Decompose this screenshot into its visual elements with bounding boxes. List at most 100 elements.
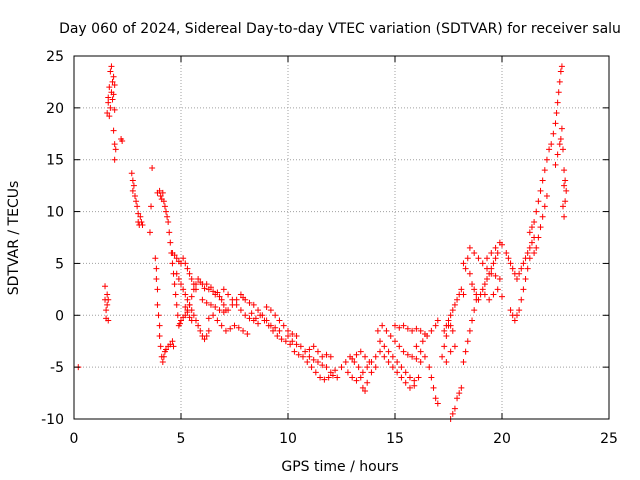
data-point	[227, 325, 234, 332]
data-point	[111, 141, 118, 148]
data-point	[255, 307, 262, 314]
data-point	[278, 336, 285, 343]
data-point	[302, 348, 309, 355]
data-point	[229, 296, 236, 303]
data-point	[107, 68, 114, 75]
data-point	[160, 353, 167, 360]
data-point	[428, 327, 435, 334]
data-point	[210, 288, 217, 295]
data-point	[546, 146, 553, 153]
data-point	[421, 353, 428, 360]
x-axis-label: GPS time / hours	[281, 459, 398, 475]
data-point	[186, 270, 193, 277]
data-point	[172, 291, 179, 298]
data-point	[479, 286, 486, 293]
data-point	[173, 270, 180, 277]
data-point	[434, 400, 441, 407]
y-tick-label: 20	[46, 101, 64, 117]
data-point	[106, 113, 113, 120]
data-point	[537, 187, 544, 194]
data-point	[377, 338, 384, 345]
data-point	[205, 327, 212, 334]
data-point	[255, 320, 262, 327]
data-point	[233, 301, 240, 308]
data-point	[156, 333, 163, 340]
data-point	[555, 89, 562, 96]
data-point	[535, 198, 542, 205]
data-point	[505, 255, 512, 262]
y-tick-label: 5	[55, 256, 64, 272]
data-point	[111, 106, 118, 113]
data-point	[381, 353, 388, 360]
data-point	[439, 353, 446, 360]
data-point	[319, 353, 326, 360]
data-point	[561, 167, 568, 174]
data-point	[398, 364, 405, 371]
data-point	[364, 379, 371, 386]
data-point	[460, 260, 467, 267]
data-point	[166, 229, 173, 236]
data-point	[362, 353, 369, 360]
data-point	[492, 255, 499, 262]
data-point	[171, 252, 178, 259]
data-point	[317, 374, 324, 381]
data-point	[558, 63, 565, 70]
data-point	[159, 358, 166, 365]
data-point	[377, 348, 384, 355]
data-point	[548, 141, 555, 148]
data-point	[111, 82, 118, 89]
data-point	[409, 327, 416, 334]
data-point	[396, 343, 403, 350]
data-point	[481, 281, 488, 288]
data-point	[272, 324, 279, 331]
data-point	[285, 327, 291, 334]
data-point	[471, 250, 478, 257]
data-point	[349, 355, 356, 362]
data-point	[289, 338, 296, 345]
data-point	[494, 286, 501, 293]
data-point	[272, 312, 279, 319]
chart-title: Day 060 of 2024, Sidereal Day-to-day VTE…	[59, 21, 621, 37]
data-point	[165, 218, 172, 225]
data-point	[372, 364, 379, 371]
data-point	[176, 320, 183, 327]
data-point	[306, 346, 313, 353]
data-point	[524, 250, 531, 257]
data-point	[334, 374, 341, 381]
data-point	[411, 377, 418, 384]
data-point	[237, 291, 244, 298]
data-point	[400, 322, 407, 329]
data-point	[280, 322, 287, 329]
data-point	[441, 327, 448, 334]
data-point	[543, 193, 550, 200]
data-point	[293, 333, 300, 340]
data-point	[163, 208, 170, 215]
data-point	[522, 275, 529, 282]
data-point	[155, 312, 162, 319]
data-point	[479, 260, 486, 267]
data-point	[362, 387, 369, 394]
data-point	[552, 161, 559, 168]
data-point	[494, 250, 501, 257]
data-point	[133, 198, 140, 205]
data-point	[325, 374, 332, 381]
data-point	[526, 244, 533, 251]
data-point	[466, 327, 473, 334]
data-point	[539, 177, 546, 184]
data-point	[541, 203, 548, 210]
data-point	[242, 312, 249, 319]
data-point	[119, 138, 126, 145]
data-point	[225, 307, 232, 314]
data-point	[561, 213, 568, 220]
data-point	[456, 390, 463, 397]
data-point	[366, 358, 373, 365]
data-point	[105, 296, 112, 303]
data-point	[402, 369, 409, 376]
data-point	[180, 255, 187, 262]
data-point	[557, 135, 564, 142]
data-point	[157, 343, 164, 350]
data-point	[518, 296, 525, 303]
data-point	[332, 367, 339, 374]
data-point	[559, 146, 566, 153]
data-point	[186, 301, 193, 308]
